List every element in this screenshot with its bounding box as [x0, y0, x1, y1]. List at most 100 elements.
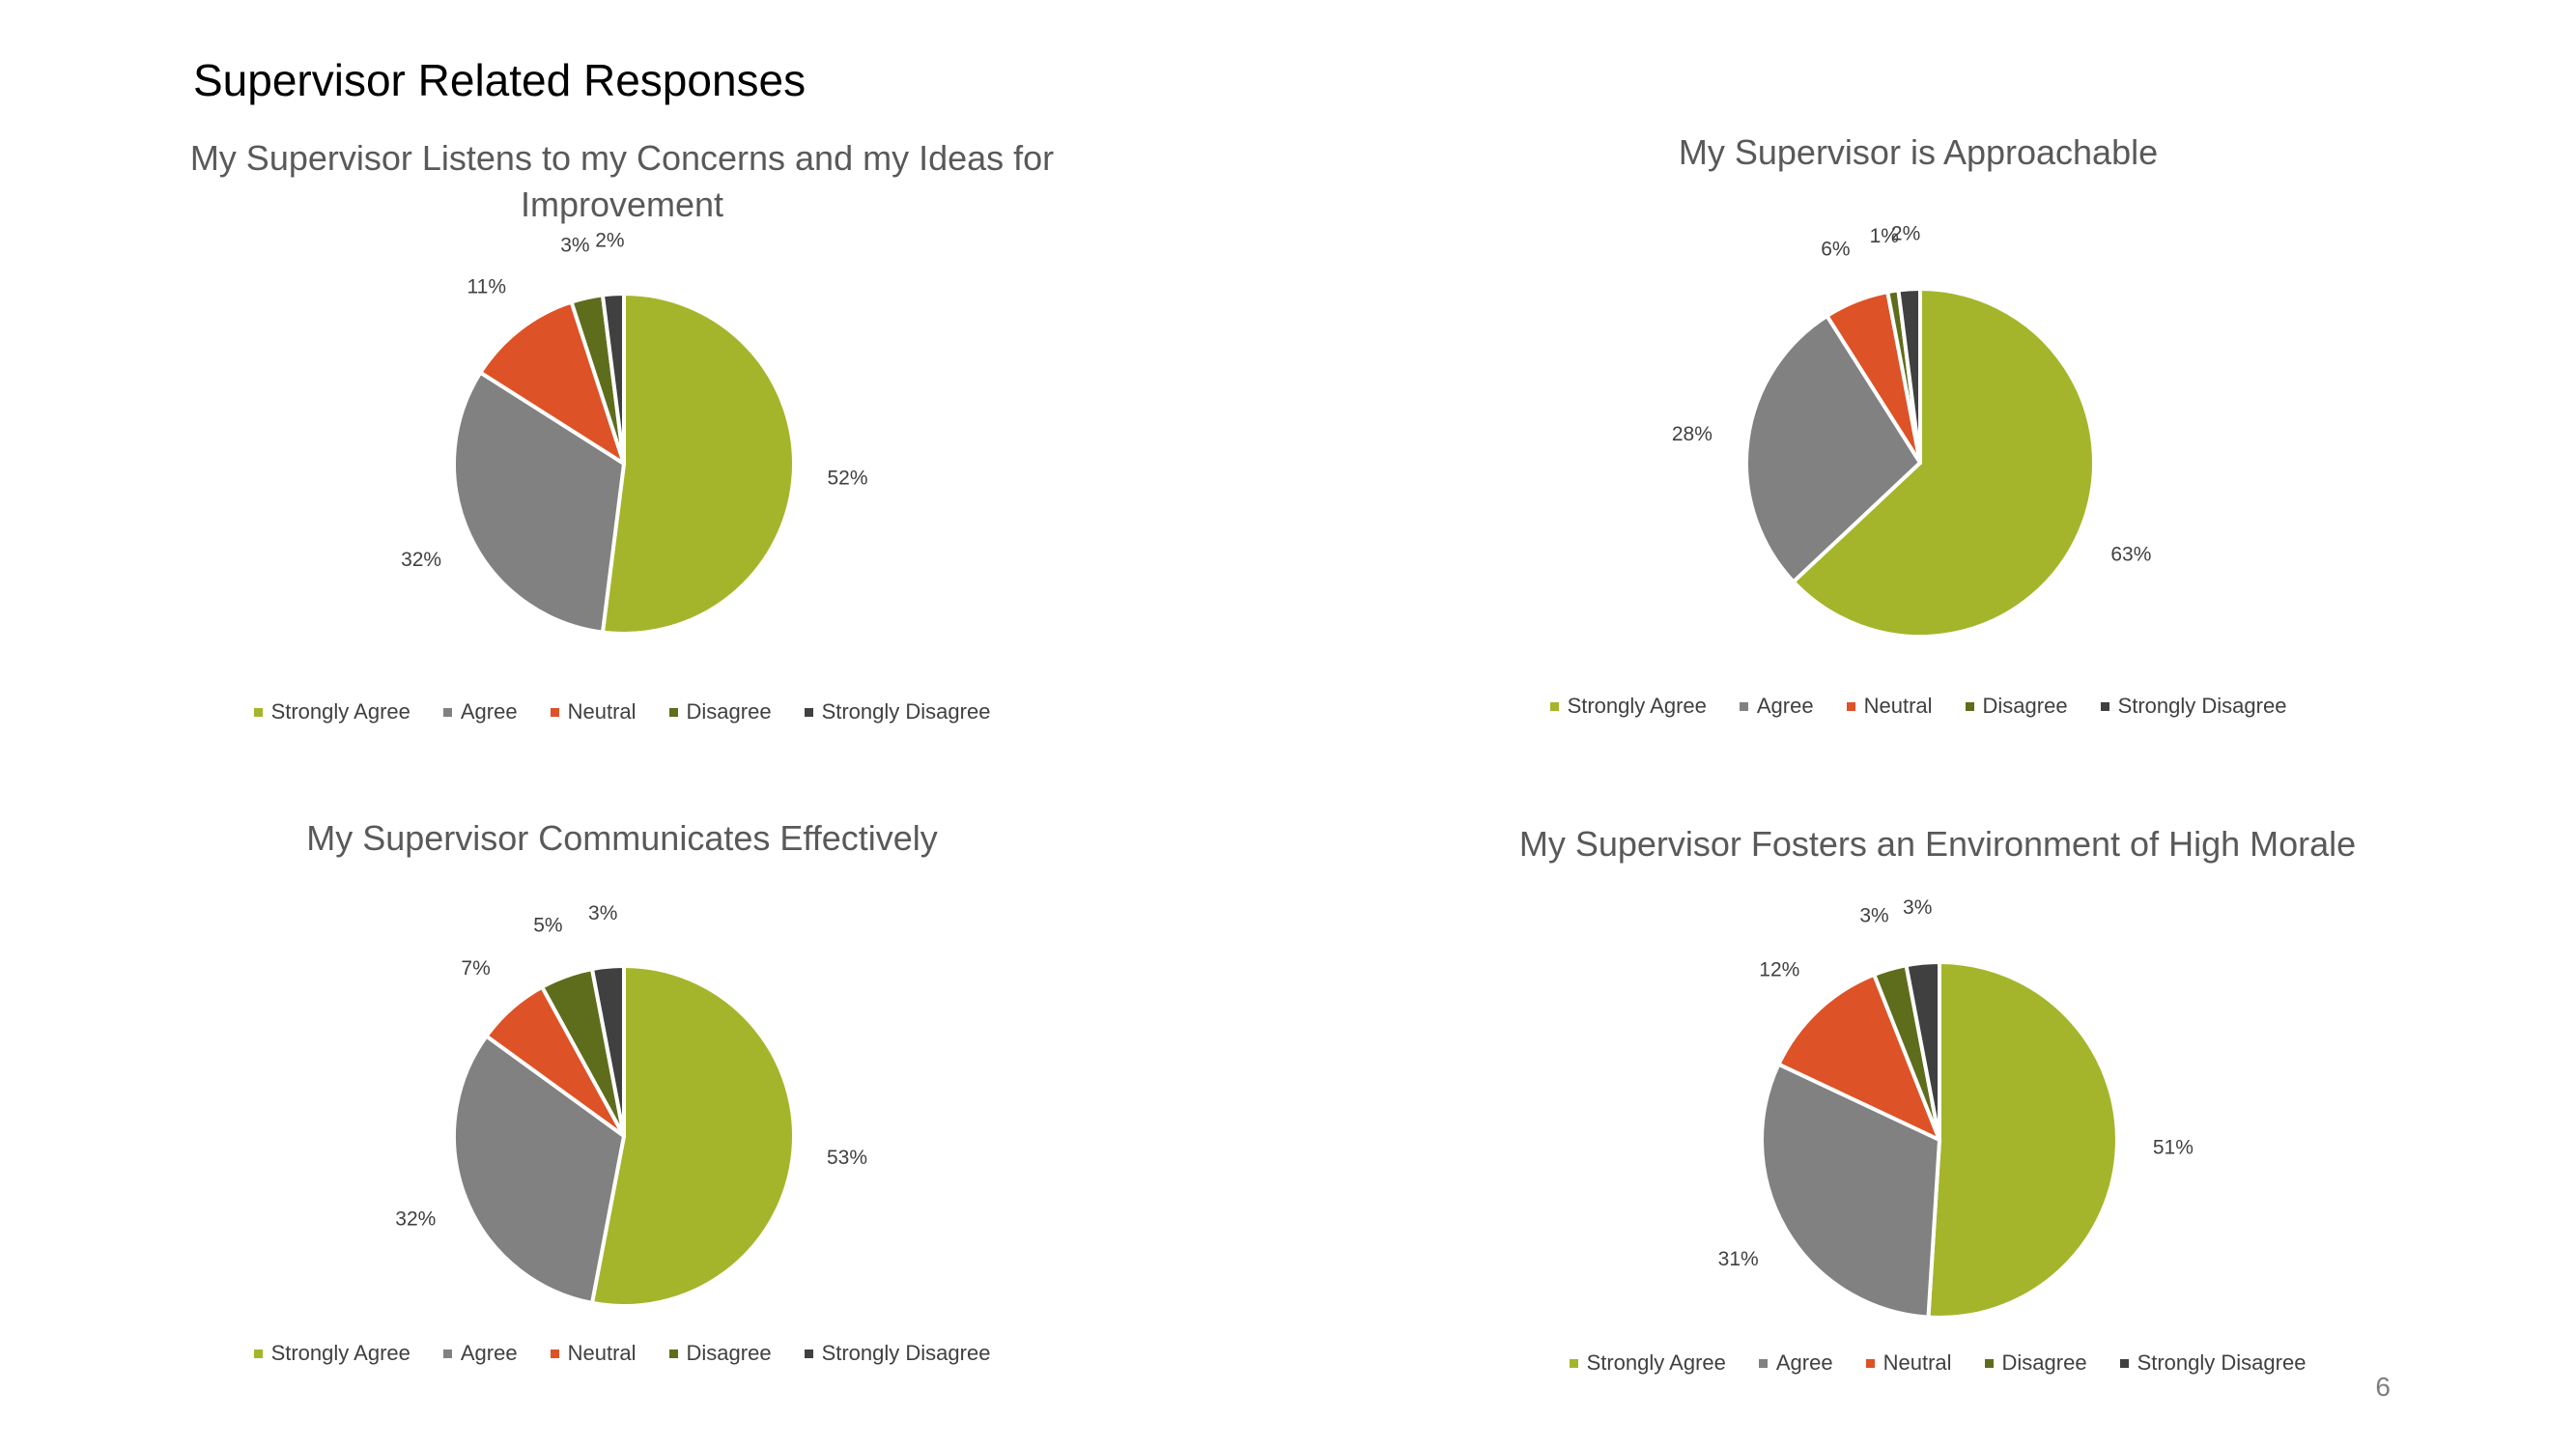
legend-swatch [1965, 701, 1974, 711]
legend-swatch [253, 707, 263, 717]
legend-label: Agree [1756, 694, 1814, 718]
data-label: 1% [1870, 225, 1899, 247]
data-label: 2% [1891, 223, 1920, 245]
data-label: 3% [560, 235, 589, 257]
legend-swatch [2119, 1358, 2129, 1368]
legend-swatch [2100, 701, 2109, 711]
data-label: 3% [588, 902, 617, 924]
chart-legend: Strongly Agree Agree Neutral Disagree Strong… [1397, 1350, 2478, 1376]
legend-item: Agree [442, 1341, 518, 1366]
pie-chart-approachable: My Supervisor is Approachable 63% 28% 6% 1%… [1377, 129, 2459, 748]
pie-plot: 51% 31% 12% 3% 3% [1718, 896, 2194, 1320]
legend-swatch [804, 707, 813, 717]
legend-swatch [253, 1349, 263, 1358]
pie-plot: 53% 32% 7% 5% 3% [395, 902, 867, 1308]
legend-item: Disagree [1965, 694, 2068, 719]
pie-plot: 63% 28% 6% 1%2% [1672, 223, 2151, 639]
legend-label: Agree [460, 1341, 518, 1365]
pie-slice [600, 292, 626, 466]
legend-item: Neutral [1865, 1350, 1952, 1376]
legend-label: Neutral [567, 1341, 637, 1365]
data-label: 63% [2110, 544, 2151, 566]
legend-label: Agree [1775, 1350, 1833, 1375]
legend-swatch [1865, 1358, 1875, 1368]
legend-item: Neutral [550, 1341, 637, 1366]
legend-swatch [1549, 701, 1559, 711]
legend-swatch [1739, 701, 1748, 711]
pie-slice [590, 964, 626, 1138]
chart-legend: Strongly Agree Agree Neutral Disagree Strong… [81, 1341, 1163, 1366]
legend-item: Neutral [550, 699, 637, 724]
chart-legend: Strongly Agree Agree Neutral Disagree Strong… [81, 699, 1163, 724]
chart-legend: Strongly Agree Agree Neutral Disagree Strong… [1377, 694, 2459, 719]
legend-swatch [550, 707, 559, 717]
pie-slice [1776, 972, 1941, 1142]
legend-swatch [1758, 1358, 1768, 1368]
pie-slice [590, 964, 796, 1308]
pie-chart-listens: My Supervisor Listens to my Concerns and… [81, 135, 1163, 753]
legend-label: Strongly Disagree [821, 1341, 991, 1365]
pie-slice [600, 292, 796, 636]
legend-label: Strongly Agree [270, 699, 410, 724]
legend-item: Agree [442, 699, 518, 724]
data-label: 32% [395, 1208, 436, 1230]
data-label: 2% [595, 230, 624, 252]
data-label: 6% [1821, 239, 1850, 261]
legend-label: Agree [460, 699, 518, 724]
legend-label: Disagree [1982, 694, 2068, 718]
data-label: 11% [467, 276, 506, 298]
legend-swatch [442, 707, 452, 717]
page-number: 6 [2375, 1372, 2391, 1402]
legend-label: Strongly Agree [270, 1341, 410, 1365]
data-label: 3% [1859, 905, 1888, 927]
data-label: 28% [1672, 423, 1713, 445]
data-label: 53% [827, 1147, 867, 1169]
legend-item: Neutral [1846, 694, 1933, 719]
legend-label: Strongly Agree [1586, 1350, 1726, 1375]
legend-item: Disagree [1984, 1350, 2087, 1376]
chart-title: My Supervisor Communicates Effectively [306, 818, 938, 858]
chart-title: My Supervisor Fosters an Environment of … [1518, 824, 2357, 864]
legend-item: Disagree [668, 699, 772, 724]
legend-label: Strongly Disagree [2117, 694, 2287, 718]
legend-swatch [804, 1349, 813, 1358]
legend-label: Disagree [686, 699, 772, 724]
legend-label: Strongly Disagree [821, 699, 991, 724]
pie-slice [478, 299, 626, 466]
legend-label: Disagree [686, 1341, 772, 1365]
pie-slice [1760, 1062, 1941, 1320]
legend-label: Neutral [1863, 694, 1933, 718]
data-label: 51% [2153, 1137, 2194, 1159]
data-label: 7% [461, 957, 490, 980]
legend-swatch [1569, 1358, 1578, 1368]
pie-slice [1904, 960, 1941, 1142]
legend-item: Strongly Agree [1569, 1350, 1726, 1376]
legend-item: Agree [1739, 694, 1814, 719]
pie-chart-communicates: My Supervisor Communicates Effectively 5… [81, 815, 1163, 1434]
legend-item: Strongly Disagree [2100, 694, 2287, 719]
legend-label: Disagree [2001, 1350, 2087, 1375]
legend-item: Strongly Agree [253, 1341, 410, 1366]
data-label: 12% [1759, 959, 1799, 981]
data-label: 32% [401, 549, 441, 571]
legend-label: Strongly Disagree [2137, 1350, 2307, 1375]
data-label: 31% [1718, 1248, 1759, 1270]
pie-slice [1926, 960, 2119, 1320]
legend-swatch [668, 707, 678, 717]
legend-item: Strongly Disagree [804, 1341, 991, 1366]
legend-item: Strongly Agree [253, 699, 410, 724]
legend-swatch [550, 1349, 559, 1358]
pie-slice [1791, 287, 2096, 639]
pie-plot: 52% 32% 11% 3% 2% [401, 230, 868, 636]
pie-slice [1744, 314, 1922, 584]
legend-label: Strongly Agree [1567, 694, 1707, 718]
chart-title: My Supervisor is Approachable [1678, 132, 2159, 172]
data-label: 5% [533, 915, 562, 937]
pie-slice [452, 1034, 626, 1305]
pie-slice [1896, 287, 1922, 465]
legend-swatch [442, 1349, 452, 1358]
legend-swatch [668, 1349, 678, 1358]
legend-item: Strongly Disagree [804, 699, 991, 724]
legend-item: Agree [1758, 1350, 1833, 1376]
legend-item: Strongly Disagree [2119, 1350, 2307, 1376]
